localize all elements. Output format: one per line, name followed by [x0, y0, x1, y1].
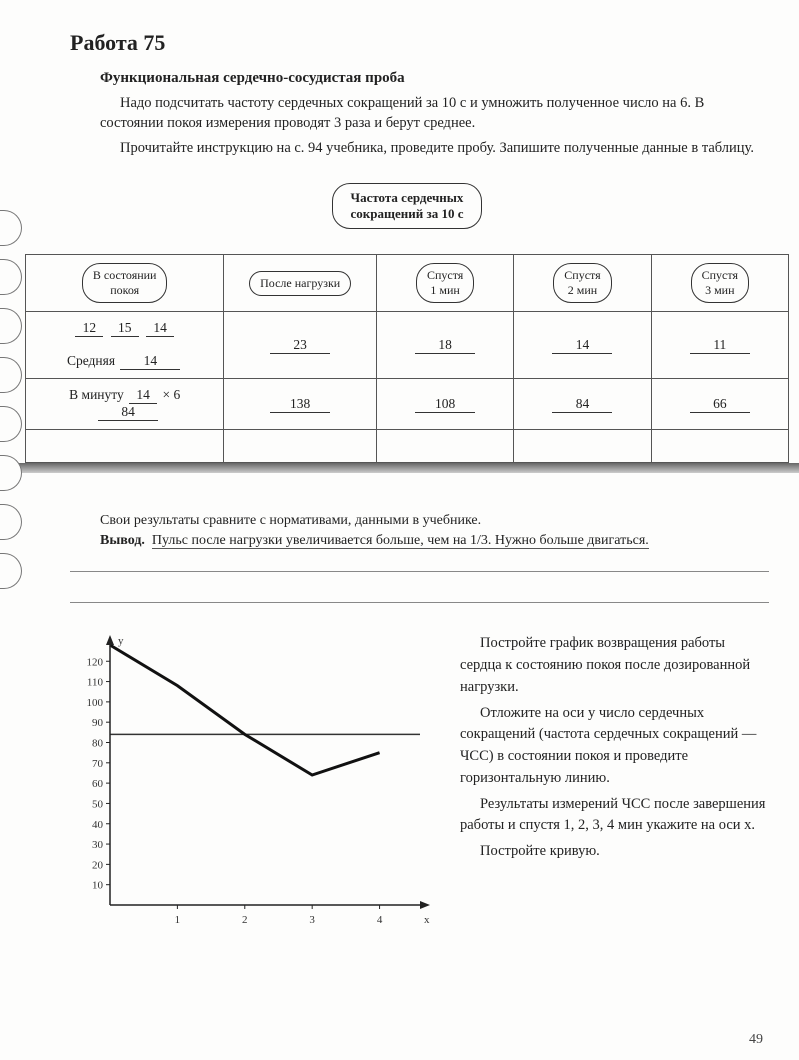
exercise-subtitle: Функциональная сердечно-сосудистая проба: [100, 70, 769, 87]
measure-3: 14: [146, 320, 174, 337]
svg-text:80: 80: [92, 738, 104, 750]
conclusion-label: Вывод.: [100, 533, 145, 548]
paragraph-1: Надо подсчитать частоту сердечных сокращ…: [100, 93, 769, 134]
instr-p3: Результаты измерений ЧСС после завершени…: [460, 794, 769, 838]
instr-p4: Постройте кривую.: [460, 841, 769, 863]
paragraph-2: Прочитайте инструкцию на с. 94 учебника,…: [100, 138, 769, 158]
measure-1: 12: [75, 320, 103, 337]
table-row-empty: [26, 430, 789, 463]
work-title: Работа 75: [70, 30, 769, 56]
measurements-table: В состояниипокоя После нагрузки Спустя1 …: [25, 254, 789, 463]
svg-text:100: 100: [87, 697, 104, 709]
svg-text:90: 90: [92, 718, 104, 730]
per-minute-label: В минуту: [69, 387, 124, 402]
svg-text:y: y: [118, 635, 124, 647]
conclusion-text: Пульс после нагрузки увеличивается больш…: [152, 533, 649, 549]
table-header-row: В состояниипокоя После нагрузки Спустя1 …: [26, 255, 789, 312]
svg-text:20: 20: [92, 860, 104, 872]
times-6: × 6: [162, 387, 180, 402]
table-title-line2: сокращений за 10 с: [351, 206, 464, 221]
average-label: Средняя: [67, 353, 115, 368]
table-title: Частота сердечных сокращений за 10 с: [25, 183, 789, 230]
rule-line: [70, 571, 769, 572]
page-number: 49: [749, 1032, 763, 1048]
lower-section: 10 20 30 40 50 60 70 80 90 100 110 120 1 2 3 4 y x Постро…: [70, 633, 769, 938]
svg-text:110: 110: [87, 677, 104, 689]
svg-text:10: 10: [92, 880, 104, 892]
conclusion-line: Вывод. Пульс после нагрузки увеличиваетс…: [100, 533, 769, 549]
rule-line: [70, 602, 769, 603]
instr-p2: Отложите на оси у число сердечных сокращ…: [460, 703, 769, 790]
after-1min-10s: 18: [415, 337, 475, 354]
svg-text:x: x: [424, 914, 430, 926]
data-table-section: Частота сердечных сокращений за 10 с В с…: [25, 183, 789, 464]
svg-text:3: 3: [309, 914, 315, 926]
after-1min-bpm: 108: [415, 396, 475, 413]
spiral-binding: [0, 210, 25, 602]
svg-text:70: 70: [92, 758, 104, 770]
svg-text:4: 4: [377, 914, 383, 926]
after-2min-10s: 14: [552, 337, 612, 354]
svg-text:1: 1: [175, 914, 181, 926]
per-minute-result: 84: [98, 404, 158, 421]
svg-text:60: 60: [92, 779, 104, 791]
average-value: 14: [120, 353, 180, 370]
svg-text:2: 2: [242, 914, 248, 926]
table-row: В минуту 14 × 6 84 138 108 84 66: [26, 379, 789, 430]
workbook-page: Работа 75 Функциональная сердечно-сосуди…: [0, 0, 799, 1060]
after-load-10s: 23: [270, 337, 330, 354]
svg-text:40: 40: [92, 819, 104, 831]
after-3min-bpm: 66: [690, 396, 750, 413]
per-minute-top: 14: [129, 387, 157, 404]
table-title-line1: Частота сердечных: [351, 190, 464, 205]
recovery-chart: 10 20 30 40 50 60 70 80 90 100 110 120 1 2 3 4 y x: [70, 633, 440, 938]
compare-text: Свои результаты сравните с нормативами, …: [100, 513, 769, 529]
svg-text:30: 30: [92, 839, 104, 851]
measure-2: 15: [111, 320, 139, 337]
chart-instructions: Постройте график возвра­щения работы сер…: [460, 633, 769, 938]
svg-text:50: 50: [92, 799, 104, 811]
after-load-bpm: 138: [270, 396, 330, 413]
svg-text:120: 120: [87, 657, 104, 669]
after-3min-10s: 11: [690, 337, 750, 354]
instr-p1: Постройте график возвра­щения работы сер…: [460, 633, 769, 698]
chart-svg: 10 20 30 40 50 60 70 80 90 100 110 120 1 2 3 4 y x: [70, 633, 440, 933]
after-2min-bpm: 84: [552, 396, 612, 413]
section-shadow: [0, 463, 799, 473]
table-row: 12 15 14 Средняя 14 23 18 14 11: [26, 312, 789, 379]
